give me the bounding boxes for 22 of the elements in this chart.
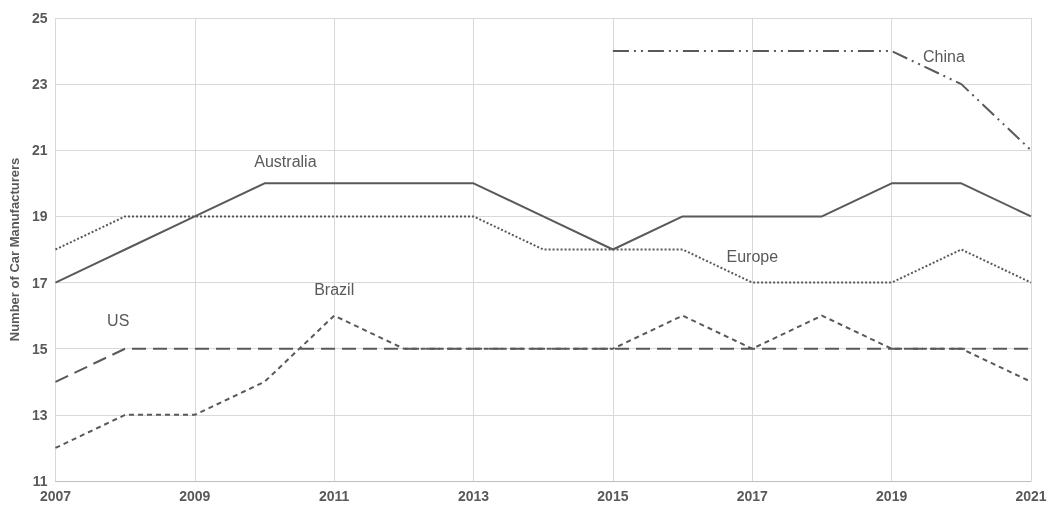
series-label: Brazil: [314, 280, 355, 298]
y-tick-label: 17: [31, 274, 48, 291]
y-tick-label: 11: [32, 473, 48, 489]
x-tick-label: 2019: [876, 488, 908, 504]
y-tick-label: 21: [31, 142, 48, 159]
series-label: US: [107, 312, 130, 330]
x-tick-label: 2021: [1015, 488, 1047, 504]
y-tick-label: 25: [31, 10, 48, 26]
x-tick-label: 2013: [457, 488, 490, 504]
y-tick-label: 23: [31, 76, 48, 93]
x-tick-label: 2007: [39, 488, 72, 504]
y-axis-title: Number of Car Manufacturers: [7, 157, 22, 342]
y-tick-label: 15: [31, 340, 48, 357]
x-tick-label: 2011: [319, 488, 350, 504]
series-label: Australia: [254, 153, 317, 171]
y-tick-label: 19: [31, 208, 48, 225]
y-tick-label: 13: [31, 406, 48, 423]
series-label: Europe: [726, 247, 779, 265]
x-tick-label: 2009: [179, 488, 211, 504]
x-tick-label: 2017: [736, 488, 769, 504]
x-tick-label: 2015: [597, 488, 629, 504]
series-label: China: [922, 47, 965, 65]
